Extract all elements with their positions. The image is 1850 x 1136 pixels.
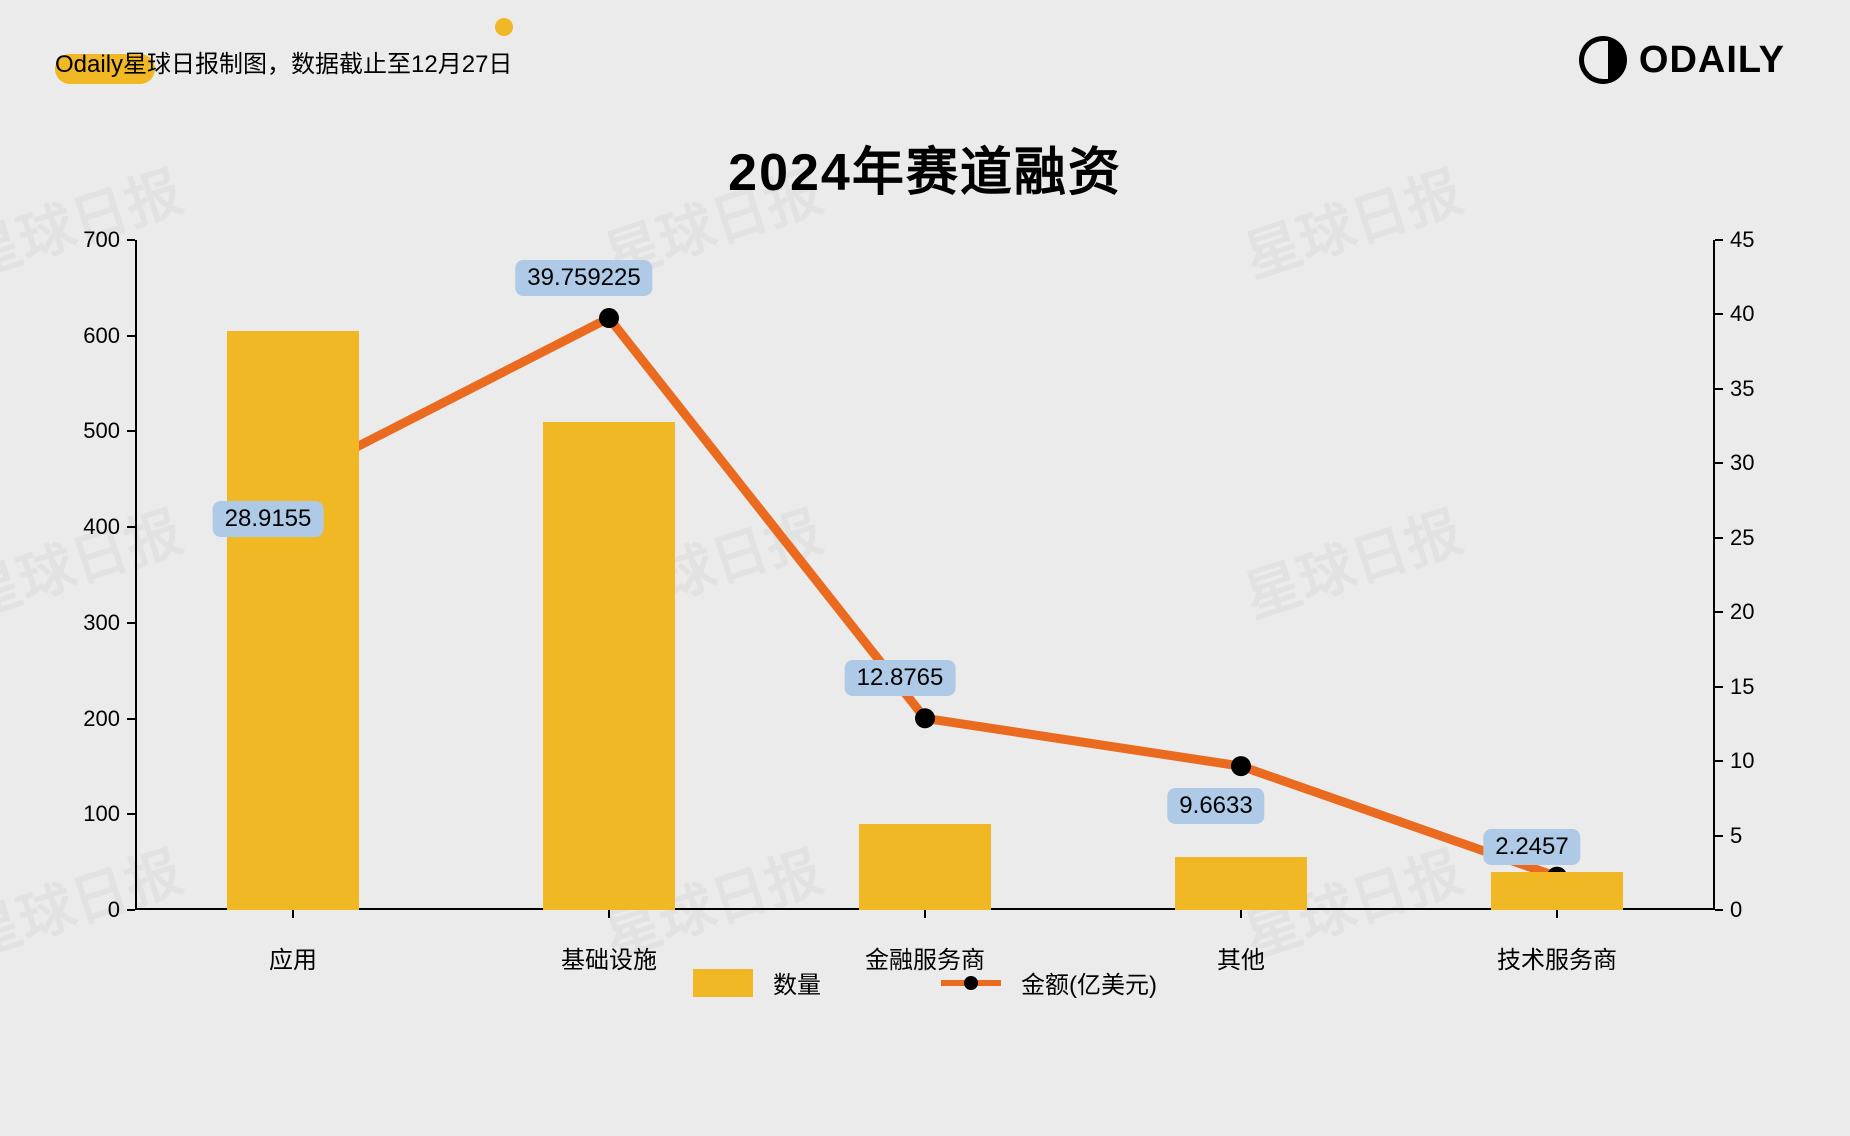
y-left-tick bbox=[127, 718, 135, 720]
y-left-tick-label: 400 bbox=[83, 514, 120, 540]
bar bbox=[859, 824, 992, 910]
y-right-tick bbox=[1715, 611, 1723, 613]
legend: 数量 金额(亿美元) bbox=[75, 965, 1775, 1000]
legend-item-bars: 数量 bbox=[693, 965, 821, 1000]
bar bbox=[1175, 857, 1308, 910]
bar bbox=[227, 331, 360, 910]
y-right-tick-label: 0 bbox=[1730, 897, 1742, 923]
legend-swatch-line bbox=[941, 980, 1001, 986]
y-left-tick-label: 300 bbox=[83, 610, 120, 636]
y-right-tick-label: 45 bbox=[1730, 227, 1754, 253]
y-left-tick-label: 100 bbox=[83, 801, 120, 827]
y-left-tick bbox=[127, 622, 135, 624]
bar bbox=[543, 422, 676, 910]
y-left-tick bbox=[127, 813, 135, 815]
y-right-tick bbox=[1715, 388, 1723, 390]
y-left-tick-label: 0 bbox=[108, 897, 120, 923]
x-tick bbox=[1556, 910, 1558, 918]
y-right-tick-label: 35 bbox=[1730, 376, 1754, 402]
y-left-tick bbox=[127, 239, 135, 241]
brand-name: ODAILY bbox=[1639, 39, 1785, 82]
y-right-tick bbox=[1715, 462, 1723, 464]
x-tick bbox=[608, 910, 610, 918]
brand-logo: ODAILY bbox=[1579, 36, 1785, 84]
y-right-tick bbox=[1715, 909, 1723, 911]
y-right-tick-label: 15 bbox=[1730, 674, 1754, 700]
y-right-tick-label: 5 bbox=[1730, 823, 1742, 849]
chart: 0 100 200 300 400 500 600 700 0 5 10 15 20 25 30 35 40 45… bbox=[75, 220, 1775, 1000]
y-left-tick bbox=[127, 526, 135, 528]
y-left-tick bbox=[127, 335, 135, 337]
line-marker bbox=[1231, 756, 1251, 776]
data-label: 39.759225 bbox=[515, 260, 652, 296]
line-marker bbox=[599, 308, 619, 328]
y-left-tick bbox=[127, 909, 135, 911]
legend-label-line: 金额(亿美元) bbox=[1021, 965, 1157, 1000]
header: Odaily星球日报制图，数据截止至12月27日 ODAILY bbox=[55, 26, 1795, 86]
y-right-tick bbox=[1715, 760, 1723, 762]
bar bbox=[1491, 872, 1624, 910]
line-path bbox=[293, 318, 1557, 877]
y-right-tick-label: 10 bbox=[1730, 748, 1754, 774]
y-left-tick-label: 500 bbox=[83, 418, 120, 444]
y-right-tick bbox=[1715, 537, 1723, 539]
data-label: 9.6633 bbox=[1167, 788, 1264, 824]
source-text: Odaily星球日报制图，数据截止至12月27日 bbox=[55, 44, 512, 79]
plot-area: 0100200300400500600700051015202530354045… bbox=[135, 240, 1715, 910]
y-left-tick bbox=[127, 430, 135, 432]
x-tick bbox=[292, 910, 294, 918]
y-right-tick-label: 30 bbox=[1730, 450, 1754, 476]
y-right-tick-label: 25 bbox=[1730, 525, 1754, 551]
y-left-tick-label: 200 bbox=[83, 706, 120, 732]
y-right-tick bbox=[1715, 313, 1723, 315]
accent-dot bbox=[495, 18, 513, 36]
legend-item-line: 金额(亿美元) bbox=[941, 965, 1157, 1000]
data-label: 28.9155 bbox=[213, 501, 324, 537]
y-right-tick bbox=[1715, 239, 1723, 241]
x-tick bbox=[924, 910, 926, 918]
y-right-tick-label: 20 bbox=[1730, 599, 1754, 625]
y-left-tick-label: 600 bbox=[83, 323, 120, 349]
y-right-tick bbox=[1715, 835, 1723, 837]
legend-label-bars: 数量 bbox=[773, 965, 821, 1000]
y-right-tick-label: 40 bbox=[1730, 301, 1754, 327]
y-right-tick bbox=[1715, 686, 1723, 688]
data-label: 12.8765 bbox=[845, 660, 956, 696]
line-marker bbox=[915, 708, 935, 728]
x-tick bbox=[1240, 910, 1242, 918]
data-label: 2.2457 bbox=[1483, 829, 1580, 865]
y-left-tick-label: 700 bbox=[83, 227, 120, 253]
line-series bbox=[135, 240, 1715, 910]
chart-title: 2024年赛道融资 bbox=[0, 130, 1850, 205]
legend-swatch-bar bbox=[693, 969, 753, 997]
brand-icon bbox=[1579, 36, 1627, 84]
